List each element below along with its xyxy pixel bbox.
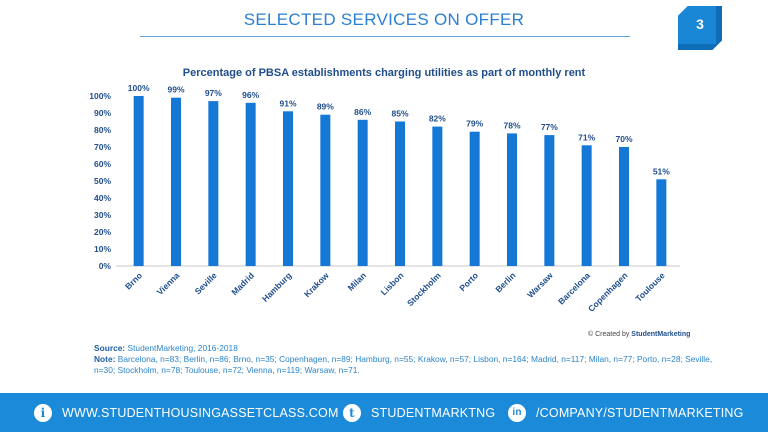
x-tick-label-krakow: Krakow [302,270,331,299]
x-tick-label-hamburg: Hamburg [260,270,293,303]
y-tick-label: 50% [94,176,111,186]
data-label-barcelona: 71% [578,132,595,142]
x-tick-label-stockholm: Stockholm [405,270,443,308]
footer-twitter[interactable]: t STUDENTMARKTNG [343,393,495,432]
bar-toulouse [656,179,667,266]
data-label-madrid: 96% [242,90,259,100]
source-notes: Source: StudentMarketing, 2016-2018 Note… [94,343,714,376]
bar-milan [357,119,368,266]
data-label-warsaw: 77% [541,122,558,132]
y-tick-label: 100% [89,91,111,101]
x-tick-label-porto: Porto [457,270,480,293]
x-tick-label-barcelona: Barcelona [556,270,592,306]
credit-prefix: © Created by [588,331,630,338]
note-text: Barcelona, n=83; Berlin, n=86; Brno, n=3… [94,354,713,375]
slide-title: SELECTED SERVICES ON OFFER [243,10,525,29]
bar-brno [133,96,144,266]
bar-porto [469,131,480,266]
data-label-brno: 100% [128,83,150,93]
bar-berlin [507,133,517,266]
x-tick-label-vienna: Vienna [155,270,182,297]
x-tick-label-toulouse: Toulouse [633,270,667,304]
x-tick-label-madrid: Madrid [229,270,256,297]
data-label-copenhagen: 70% [615,134,632,144]
x-tick-label-seville: Seville [193,270,219,296]
page-number: 3 [696,16,704,32]
x-tick-label-lisbon: Lisbon [379,270,406,297]
bar-madrid [245,102,256,266]
twitter-link[interactable]: STUDENTMARKTNG [371,405,496,420]
data-label-berlin: 78% [503,120,520,130]
chart-title: Percentage of PBSA establishments chargi… [183,67,586,79]
bar-chart: Percentage of PBSA establishments chargi… [89,67,680,314]
data-label-lisbon: 85% [391,109,408,119]
footer-bar: i WWW.STUDENTHOUSINGASSETCLASS.COM t STU… [0,393,768,432]
x-tick-label-warsaw: Warsaw [525,270,555,300]
x-tick-label-brno: Brno [123,270,144,291]
y-tick-label: 30% [94,210,111,220]
data-label-toulouse: 51% [653,166,670,176]
bar-hamburg [283,111,293,266]
data-label-krakow: 89% [317,102,334,112]
chart-credit: © Created by StudentMarketing [588,331,690,338]
y-tick-label: 80% [94,125,111,135]
source-label: Source: [94,343,126,353]
bar-lisbon [395,121,405,266]
y-tick-label: 90% [94,108,111,118]
y-tick-label: 0% [99,261,112,271]
cube-icon [678,6,722,50]
linkedin-link[interactable]: /COMPANY/STUDENTMARKETING [536,405,744,420]
data-label-seville: 97% [205,88,222,98]
data-label-porto: 79% [466,119,483,129]
bar-barcelona [581,145,592,266]
note-label: Note: [94,354,116,364]
bar-vienna [171,97,181,266]
footer-linkedin[interactable]: in /COMPANY/STUDENTMARKETING [508,393,744,432]
source-text: StudentMarketing, 2016-2018 [127,343,238,353]
bar-seville [208,101,219,266]
linkedin-icon: in [508,403,526,422]
data-label-milan: 86% [354,107,371,117]
website-link[interactable]: WWW.STUDENTHOUSINGASSETCLASS.COM [62,405,339,420]
twitter-icon: t [343,403,361,422]
x-tick-label-berlin: Berlin [493,270,517,294]
credit-brand: StudentMarketing [631,331,691,338]
y-tick-label: 40% [94,193,111,203]
page-number-badge: 3 [670,2,728,52]
bar-copenhagen [619,147,629,266]
x-tick-label-milan: Milan [346,270,368,292]
data-label-stockholm: 82% [429,114,446,124]
bar-stockholm [432,126,443,266]
bar-warsaw [544,135,555,266]
data-label-vienna: 99% [167,85,184,95]
y-tick-label: 10% [94,244,111,254]
y-tick-label: 20% [94,227,111,237]
data-label-hamburg: 91% [279,98,296,108]
info-icon: i [34,403,52,422]
bar-krakow [320,114,331,266]
y-tick-label: 60% [94,159,111,169]
footer-website[interactable]: i WWW.STUDENTHOUSINGASSETCLASS.COM [34,393,339,432]
x-tick-label-copenhagen: Copenhagen [586,270,629,313]
title-divider [140,36,630,37]
y-tick-label: 70% [94,142,111,152]
